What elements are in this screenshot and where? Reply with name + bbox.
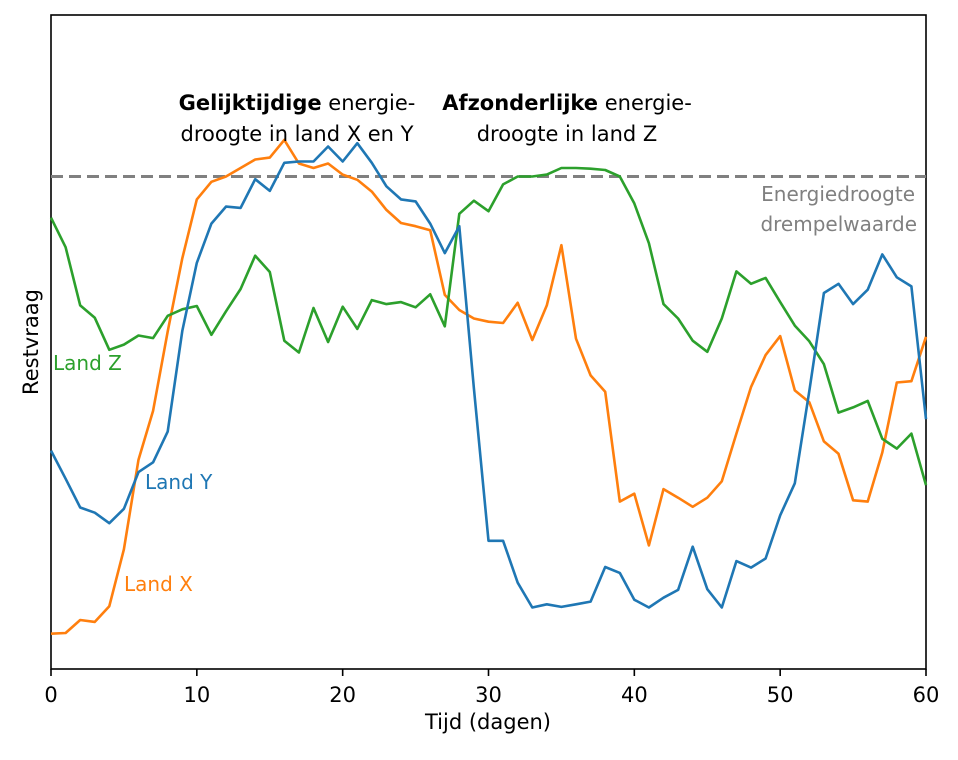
- annotation-simultaneous-bold: Gelijktijdige: [179, 91, 322, 115]
- annotation-separate-line2: droogte in land Z: [477, 122, 658, 146]
- annotation-separate-rest: energie-: [598, 91, 692, 115]
- x-tick-label: 20: [329, 683, 356, 707]
- series-label-land-y: Land Y: [145, 470, 213, 494]
- x-tick-label: 50: [767, 683, 794, 707]
- annotation-separate-bold: Afzonderlijke: [442, 91, 598, 115]
- series-line-land-z: [49, 166, 928, 486]
- annotation-separate-line1: Afzonderlijke energie-: [442, 91, 692, 115]
- x-tick-label: 30: [475, 683, 502, 707]
- x-tick-label: 40: [621, 683, 648, 707]
- x-axis-ticks: 0 10 20 30 40 50 60: [44, 669, 939, 707]
- x-tick-label: 10: [183, 683, 210, 707]
- annotation-simultaneous-line2: droogte in land X en Y: [181, 122, 414, 146]
- series-label-land-z: Land Z: [53, 351, 122, 375]
- x-tick-label: 0: [44, 683, 57, 707]
- threshold-label-line2: drempelwaarde: [760, 212, 917, 236]
- x-tick-label: 60: [913, 683, 940, 707]
- annotation-simultaneous-line1: Gelijktijdige energie-: [179, 91, 416, 115]
- x-axis-label: Tijd (dagen): [424, 710, 551, 734]
- threshold-label-line1: Energiedroogte: [761, 182, 915, 206]
- annotation-simultaneous-rest: energie-: [322, 91, 416, 115]
- series-line-land-x: [50, 138, 928, 635]
- y-axis-label: Restvraag: [19, 289, 43, 395]
- series-label-land-x: Land X: [124, 572, 193, 596]
- series-line-land-y: [49, 141, 928, 609]
